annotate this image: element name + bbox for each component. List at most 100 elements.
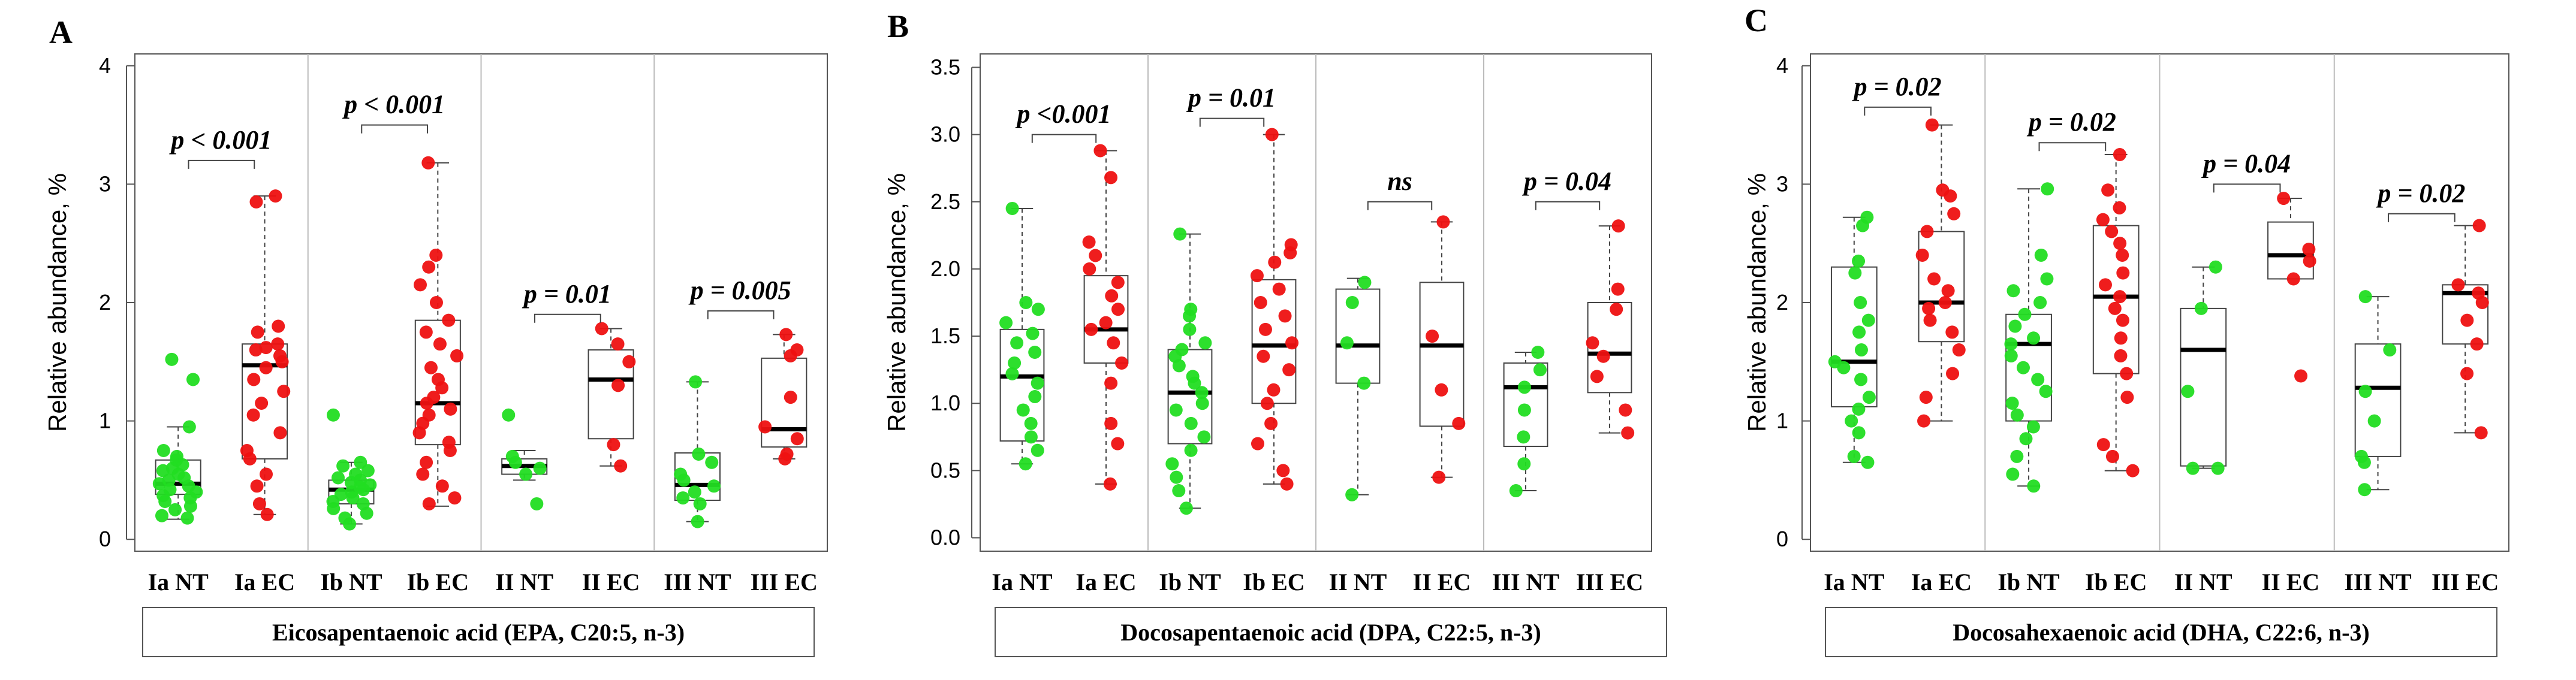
data-point [1282, 363, 1296, 377]
data-point [1936, 183, 1950, 197]
data-point [252, 497, 266, 510]
x-category-label: Ia NT [1824, 569, 1884, 596]
data-point [2114, 331, 2128, 345]
chart-title: Docosapentaenoic acid (DPA, C22:5, n-3) [1120, 619, 1541, 646]
data-point [2004, 337, 2018, 351]
y-tick-label: 2 [1776, 290, 1788, 315]
data-point [2460, 367, 2474, 380]
box-iqr [2354, 343, 2402, 457]
data-point [2114, 349, 2128, 362]
data-point [1345, 296, 1359, 309]
data-point [1089, 249, 1102, 262]
data-point [1586, 336, 1599, 350]
data-point [611, 337, 625, 351]
data-point [1917, 414, 1931, 428]
data-point [2358, 385, 2372, 398]
data-point [1111, 276, 1125, 289]
comparison-bracket [2388, 213, 2456, 222]
data-point [1251, 437, 1264, 451]
y-tick-label: 1.5 [930, 324, 960, 348]
data-point [1016, 403, 1030, 417]
data-point [1852, 426, 1866, 440]
data-point [422, 497, 436, 510]
data-point [1170, 470, 1183, 484]
data-point [273, 426, 287, 440]
data-point [1938, 296, 1952, 309]
data-point [1179, 501, 1193, 515]
data-point [779, 328, 793, 341]
data-point [2010, 408, 2024, 422]
data-point [1010, 336, 1024, 350]
data-point [1265, 128, 1279, 141]
data-point [1619, 403, 1632, 417]
data-point [1941, 284, 1955, 298]
data-point [435, 479, 449, 493]
data-point [1169, 403, 1183, 417]
data-point [2031, 373, 2045, 386]
data-point [790, 432, 804, 446]
comparison-bracket [2213, 183, 2281, 193]
data-point [1184, 303, 1198, 316]
comparison-bracket [2038, 142, 2107, 152]
box-iqr [1830, 266, 1878, 407]
data-point [1104, 376, 1118, 390]
data-point [1517, 457, 1531, 471]
data-point [1268, 255, 1282, 269]
comparison-bracket [534, 313, 601, 323]
data-point [1854, 296, 1867, 309]
data-point [2105, 449, 2119, 463]
data-point [2181, 385, 2195, 398]
y-tick-label: 3.0 [930, 122, 960, 147]
x-category-label: III EC [2432, 569, 2499, 596]
y-tick-label: 0.5 [930, 458, 960, 482]
data-point [1852, 402, 1866, 416]
data-point [2016, 361, 2030, 374]
p-value-label: p = 0.01 [522, 279, 611, 309]
data-point [272, 319, 285, 333]
data-point [1517, 430, 1530, 444]
x-category-label: Ib EC [2085, 569, 2147, 596]
panel-label: A [49, 14, 73, 50]
data-point [1925, 118, 1939, 132]
x-category-label: III EC [751, 569, 818, 596]
data-point [505, 449, 519, 463]
y-tick-label: 2.0 [930, 256, 960, 281]
data-point [1861, 313, 1875, 327]
data-point [689, 375, 703, 389]
data-point [1019, 296, 1033, 309]
data-point [1173, 227, 1187, 241]
data-point [1103, 477, 1117, 491]
data-point [240, 444, 254, 458]
data-point [1031, 443, 1044, 457]
y-axis-label: Relative abundance, % [1743, 173, 1771, 432]
data-point [1107, 336, 1120, 350]
data-point [249, 195, 263, 209]
data-point [1845, 414, 1858, 428]
data-point [758, 420, 772, 434]
panel-label: B [887, 8, 909, 44]
data-point [1621, 426, 1635, 440]
data-point [1915, 248, 1929, 262]
x-category-label: II EC [582, 569, 640, 596]
x-category-label: Ia EC [1911, 569, 1972, 596]
data-point [1008, 356, 1022, 370]
y-tick-label: 0.0 [930, 525, 960, 550]
data-point [1028, 346, 1042, 359]
data-point [1345, 488, 1359, 501]
data-point [260, 507, 274, 521]
data-point [2383, 343, 2397, 357]
data-point [271, 337, 285, 351]
data-point [249, 343, 263, 357]
data-point [607, 438, 620, 452]
data-point [338, 511, 352, 525]
x-category-label: II NT [1329, 569, 1387, 596]
x-category-label: III NT [1492, 569, 1560, 596]
y-tick-label: 1 [1776, 409, 1788, 433]
data-point [2277, 192, 2291, 205]
data-point [688, 485, 701, 499]
data-point [326, 408, 340, 422]
data-point [422, 408, 436, 422]
data-point [1105, 289, 1119, 303]
data-point [1848, 266, 1862, 280]
